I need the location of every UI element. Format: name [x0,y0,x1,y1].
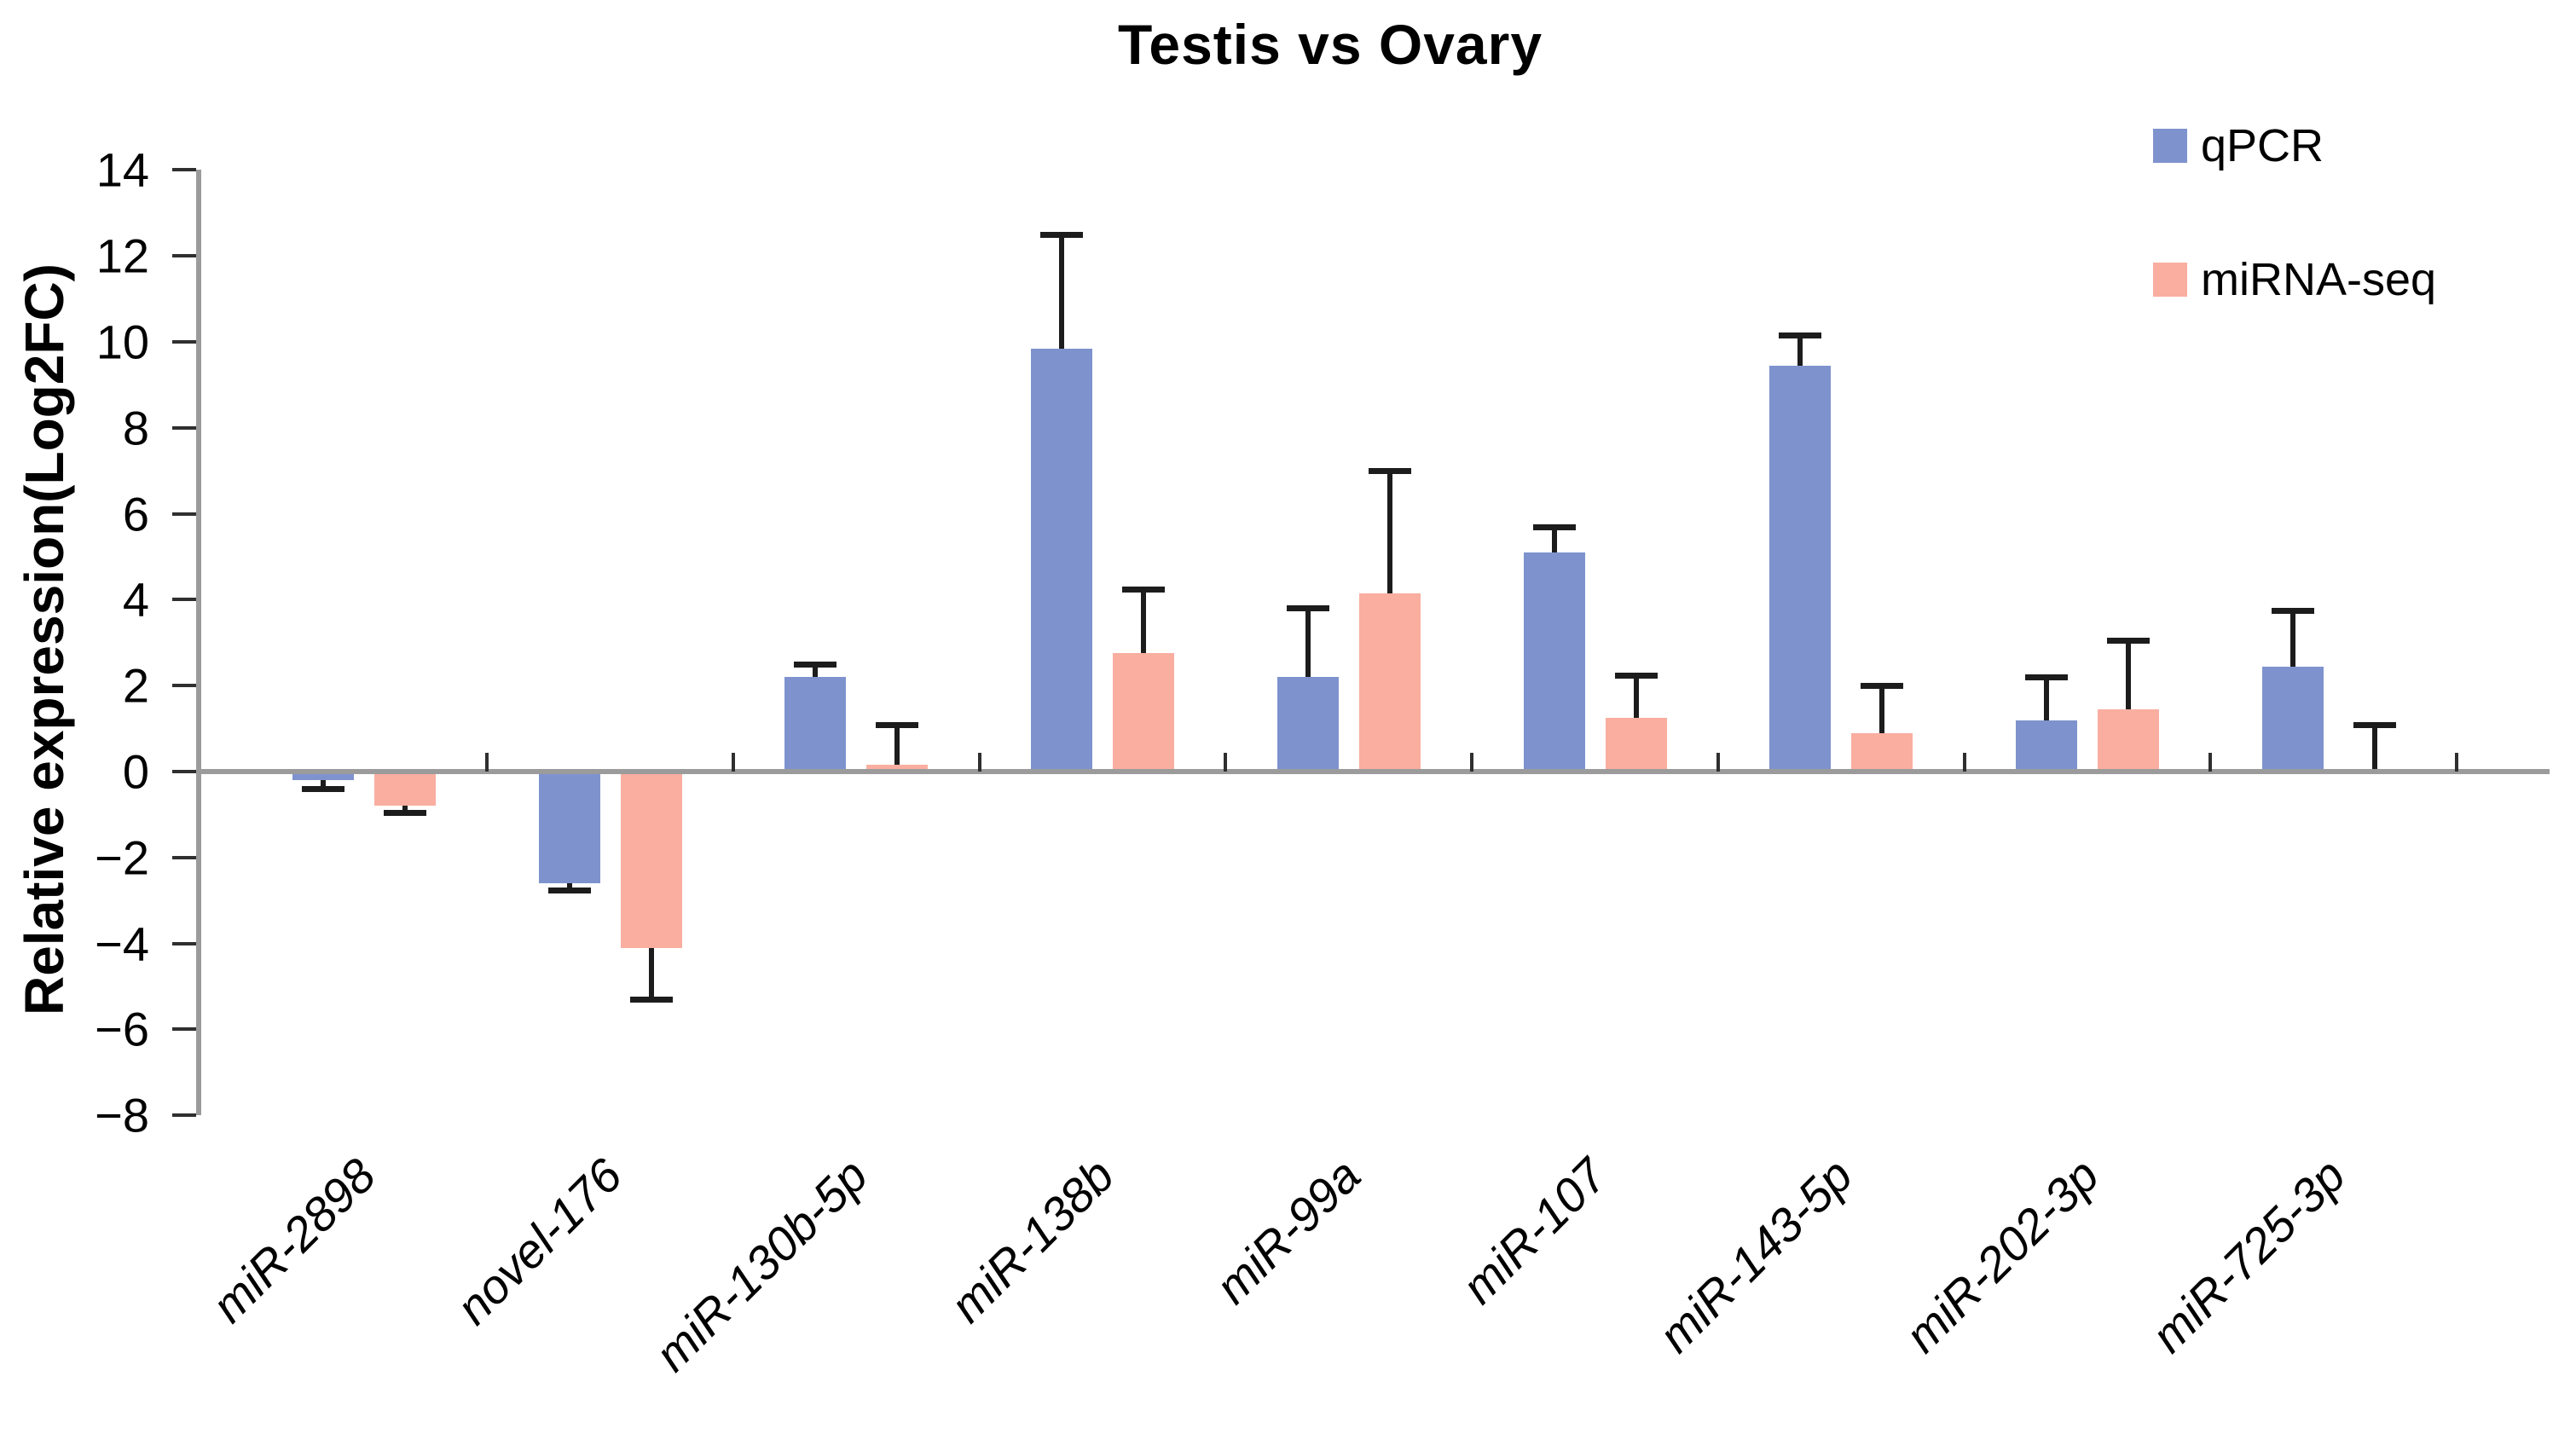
error-cap [1532,523,1576,530]
error-cap [2024,674,2068,681]
error-whisker [2371,724,2377,774]
y-tick [172,512,196,516]
x-tick [1224,753,1228,772]
error-whisker [813,664,819,678]
error-whisker [566,883,572,890]
legend-item: miRNA-seq [2153,253,2436,306]
y-tick-label: −2 [95,830,149,885]
error-cap [1614,672,1658,679]
legend-label: miRNA-seq [2201,254,2437,305]
error-cap [2106,638,2150,645]
x-tick [1716,753,1720,772]
error-whisker [2125,640,2131,709]
error-cap [1368,468,1411,475]
y-tick [172,941,196,945]
y-tick [172,340,196,344]
legend-swatch-icon [2153,263,2187,297]
bar-qPCR-miR-143-5p [1769,365,1832,772]
x-tick [732,753,736,772]
x-tick [2454,753,2458,772]
error-cap [1122,586,1166,593]
legend-item: qPCR [2153,119,2324,172]
bar-qPCR-miR-138b [1031,348,1093,772]
error-whisker [1551,526,1557,552]
x-tick [977,753,981,772]
error-cap [547,887,591,893]
error-whisker [1879,685,1885,733]
bar-qPCR-miR-99a [1276,677,1339,772]
y-tick-label: 8 [122,401,149,455]
y-tick-label: 2 [122,658,149,713]
error-whisker [1633,674,1639,718]
legend-label: qPCR [2201,120,2324,171]
error-cap [876,721,919,728]
bar-miRNA-seq-miR-107 [1605,718,1667,772]
y-axis-line [196,170,201,1116]
y-tick [172,598,196,602]
error-whisker [1305,608,1311,678]
error-cap [1861,683,1904,690]
x-tick [1470,753,1474,772]
bar-qPCR-miR-107 [1523,552,1585,772]
x-axis-line [196,769,2550,774]
y-tick-label: 0 [122,744,149,799]
bar-qPCR-novel-176 [538,772,600,884]
y-tick [172,168,196,172]
y-tick [172,684,196,688]
error-cap [2353,721,2396,728]
bar-miRNA-seq-miR-143-5p [1851,732,1913,772]
error-cap [629,997,673,1003]
y-tick-label: 10 [96,315,149,369]
error-whisker [2043,677,2049,720]
y-tick [172,425,196,430]
error-cap [794,662,837,668]
bar-qPCR-miR-725-3p [2261,666,2324,772]
bar-miRNA-seq-miR-138b [1113,653,1175,772]
bar-miRNA-seq-miR-130b-5p [866,765,929,772]
error-cap [1040,232,1084,238]
x-tick [485,753,489,772]
y-tick [172,770,196,773]
bar-miRNA-seq-miR-202-3p [2097,708,2159,772]
error-cap [384,809,426,816]
y-tick [172,1113,196,1118]
bar-qPCR-miR-2898 [292,772,354,781]
bar-miRNA-seq-novel-176 [620,772,682,948]
error-whisker [321,780,326,789]
y-tick [172,254,196,258]
y-tick-label: 4 [122,572,149,627]
error-whisker [1059,234,1065,349]
y-tick-label: −4 [95,916,149,971]
x-category-label: miR-2898 [201,1148,386,1333]
error-whisker [1141,588,1147,654]
bar-qPCR-miR-202-3p [2015,720,2077,772]
error-whisker [1386,471,1392,593]
y-tick [172,1027,196,1032]
x-tick [2208,753,2213,772]
error-whisker [2289,610,2295,667]
error-cap [1779,332,1822,339]
error-cap [2271,608,2314,614]
y-tick [172,855,196,859]
error-whisker [894,724,900,766]
y-tick-label: 6 [122,487,149,541]
y-tick-label: 12 [96,228,149,283]
legend-swatch-icon [2153,129,2187,163]
bar-miRNA-seq-miR-99a [1358,593,1421,772]
error-cap [1286,605,1329,612]
error-whisker [1797,335,1803,366]
y-tick-label: −6 [95,1002,149,1056]
error-whisker [402,806,408,812]
bar-miRNA-seq-miR-2898 [374,772,436,807]
y-tick-label: 14 [96,142,149,197]
y-tick-label: −8 [95,1088,149,1142]
error-whisker [648,947,654,1000]
x-tick [1962,753,1966,772]
bar-qPCR-miR-130b-5p [784,677,847,772]
error-cap [302,786,344,793]
chart-title: Testis vs Ovary [1117,13,1543,76]
